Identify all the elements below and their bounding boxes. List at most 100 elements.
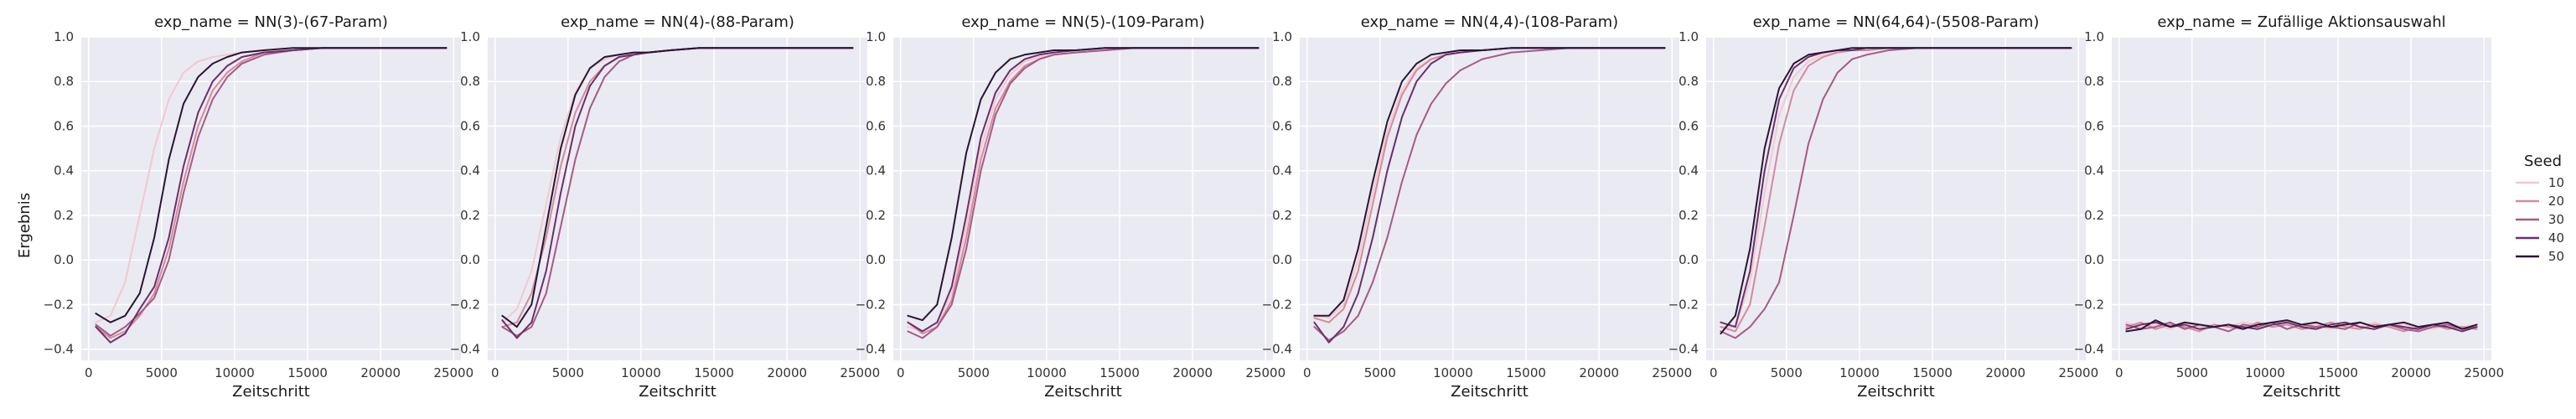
- y-tick-label: 0.0: [866, 252, 886, 267]
- y-tick-label: −0.2: [856, 297, 886, 312]
- x-tick-label: 25000: [1652, 365, 1692, 380]
- x-tick-label: 15000: [287, 365, 328, 380]
- x-tick-label: 20000: [2391, 365, 2431, 380]
- y-tick-label: 1.0: [866, 29, 886, 44]
- y-tick-label: 1.0: [1679, 29, 1699, 44]
- legend-label-seed-50: 50: [2548, 249, 2564, 264]
- y-tick-label: 0.4: [460, 163, 480, 178]
- series-line-seed-50: [1313, 47, 1666, 317]
- facet-panels: exp_name = NN(3)-(67-Param) 0 5000 10000 150…: [44, 13, 2505, 401]
- x-axis-label: Zeitschritt: [639, 383, 716, 401]
- x-tick-label: 10000: [1027, 365, 1067, 380]
- y-tick-label: 0.0: [1272, 252, 1292, 267]
- y-tick-label: 0.4: [1272, 163, 1292, 178]
- y-tick-label: −0.4: [2074, 342, 2104, 357]
- x-tick-label: 15000: [2318, 365, 2358, 380]
- y-tick-label: 0.4: [54, 163, 74, 178]
- x-tick-label: 0: [2115, 365, 2123, 380]
- plot-background: [488, 37, 867, 360]
- y-tick-label: 0.0: [2084, 252, 2104, 267]
- x-tick-label: 20000: [360, 365, 401, 380]
- y-tick-label: −0.4: [856, 342, 886, 357]
- y-tick-label: 0.4: [2084, 163, 2104, 178]
- y-tick-label: 0.6: [2084, 118, 2104, 133]
- facet-panel-4: exp_name = NN(4,4)-(108-Param) 0 5000 10000…: [1262, 13, 1693, 401]
- y-axis-label: Ergebnis: [16, 193, 34, 258]
- y-tick-label: 0.8: [1272, 74, 1292, 89]
- y-tick-label: 0.0: [1679, 252, 1699, 267]
- x-tick-label: 15000: [1099, 365, 1140, 380]
- plot-background: [2112, 37, 2491, 360]
- series-line-seed-50: [501, 47, 854, 328]
- y-tick-label: 0.2: [866, 208, 886, 223]
- x-tick-label: 15000: [694, 365, 734, 380]
- y-tick-label: 0.8: [460, 74, 480, 89]
- x-tick-label: 0: [1710, 365, 1718, 380]
- x-tick-label: 5000: [146, 365, 178, 380]
- plot-background: [81, 37, 461, 360]
- panel-title: exp_name = NN(4,4)-(108-Param): [1361, 13, 1618, 31]
- y-tick-label: 0.8: [2084, 74, 2104, 89]
- y-tick-label: −0.2: [1668, 297, 1699, 312]
- x-tick-label: 25000: [433, 365, 473, 380]
- y-tick-label: 0.2: [460, 208, 480, 223]
- panel-title: exp_name = NN(5)-(109-Param): [961, 13, 1204, 31]
- y-tick-label: −0.2: [2074, 297, 2104, 312]
- x-tick-label: 5000: [552, 365, 584, 380]
- series-line-seed-50: [95, 47, 447, 323]
- legend-title: Seed: [2524, 153, 2562, 170]
- x-tick-label: 20000: [767, 365, 807, 380]
- y-tick-label: 0.8: [866, 74, 886, 89]
- legend-label-seed-30: 30: [2548, 212, 2564, 227]
- x-tick-label: 0: [897, 365, 905, 380]
- x-tick-label: 5000: [1364, 365, 1396, 380]
- y-tick-label: 0.8: [1679, 74, 1699, 89]
- x-axis-label: Zeitschritt: [232, 383, 310, 401]
- facet-panel-6: exp_name = Zufällige Aktionsauswahl 0 5000…: [2074, 13, 2505, 401]
- y-tick-label: 0.6: [866, 118, 886, 133]
- x-tick-label: 5000: [1771, 365, 1803, 380]
- x-tick-label: 5000: [958, 365, 990, 380]
- legend-label-seed-20: 20: [2548, 194, 2564, 209]
- x-tick-label: 0: [1303, 365, 1311, 380]
- x-tick-label: 15000: [1912, 365, 1953, 380]
- x-tick-label: 5000: [2176, 365, 2208, 380]
- y-tick-label: −0.4: [1668, 342, 1699, 357]
- y-tick-label: 1.0: [2084, 29, 2104, 44]
- series-line-seed-40: [2125, 321, 2478, 333]
- x-tick-label: 20000: [1985, 365, 2025, 380]
- x-tick-label: 10000: [1433, 365, 1473, 380]
- y-tick-label: −0.2: [44, 297, 74, 312]
- x-axis-label: Zeitschritt: [2263, 383, 2341, 401]
- x-axis-label: Zeitschritt: [1451, 383, 1529, 401]
- y-tick-label: −0.4: [44, 342, 74, 357]
- x-tick-label: 25000: [2464, 365, 2504, 380]
- x-tick-label: 20000: [1579, 365, 1619, 380]
- x-tick-label: 20000: [1172, 365, 1213, 380]
- y-tick-label: −0.4: [450, 342, 480, 357]
- facet-panel-5: exp_name = NN(64,64)-(5508-Param) 0 5000 10…: [1668, 13, 2099, 401]
- y-tick-label: −0.2: [1262, 297, 1292, 312]
- y-tick-label: 0.0: [460, 252, 480, 267]
- legend-label-seed-10: 10: [2548, 175, 2564, 190]
- x-tick-label: 25000: [1245, 365, 1285, 380]
- y-tick-label: −0.2: [450, 297, 480, 312]
- y-tick-label: 0.2: [1679, 208, 1699, 223]
- y-tick-label: 0.6: [460, 118, 480, 133]
- facet-panel-1: exp_name = NN(3)-(67-Param) 0 5000 10000 150…: [44, 13, 474, 401]
- y-tick-label: 1.0: [1272, 29, 1292, 44]
- panel-title: exp_name = NN(3)-(67-Param): [154, 13, 388, 31]
- y-tick-label: 0.6: [1272, 118, 1292, 133]
- y-tick-label: 0.6: [1679, 118, 1699, 133]
- y-tick-label: 0.2: [54, 208, 74, 223]
- y-tick-label: 0.2: [1272, 208, 1292, 223]
- y-tick-label: 0.4: [1679, 163, 1699, 178]
- plot-background: [893, 37, 1273, 360]
- x-tick-label: 10000: [621, 365, 661, 380]
- x-tick-label: 15000: [1506, 365, 1546, 380]
- y-tick-label: 0.4: [866, 163, 886, 178]
- y-tick-label: 0.0: [54, 252, 74, 267]
- x-tick-label: 10000: [2245, 365, 2285, 380]
- y-tick-label: 0.8: [54, 74, 74, 89]
